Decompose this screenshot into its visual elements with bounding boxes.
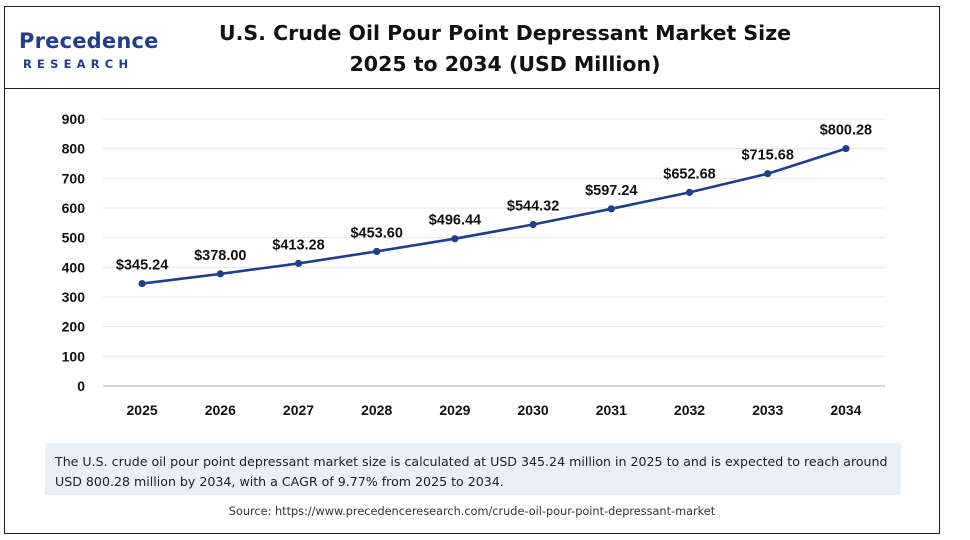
header: Precedence RESEARCH U.S. Crude Oil Pour … [5, 7, 939, 89]
logo-wordmark: Precedence [19, 29, 159, 53]
data-label: $378.00 [194, 248, 246, 264]
y-tick-label: 300 [62, 289, 86, 305]
series [138, 144, 850, 288]
data-labels: $345.24 $378.00 $413.28 $453.60 $496.44 $544.… [116, 123, 872, 274]
data-point [607, 205, 615, 213]
data-label: $800.28 [820, 123, 872, 139]
x-tick-label: 2034 [830, 402, 861, 418]
logo-subtitle: RESEARCH [23, 57, 134, 71]
data-label: $496.44 [429, 213, 481, 229]
x-tick-label: 2027 [283, 402, 314, 418]
data-label: $597.24 [585, 183, 637, 199]
data-point [842, 144, 850, 153]
data-point [373, 247, 381, 256]
y-tick-label: 600 [62, 200, 86, 216]
x-tick-label: 2030 [518, 402, 549, 418]
series-line [141, 147, 847, 285]
y-tick-label: 0 [77, 378, 85, 394]
data-label: $345.24 [116, 258, 168, 274]
x-tick-label: 2029 [439, 402, 470, 418]
chart-subtitle: 2025 to 2034 (USD Million) [349, 52, 661, 76]
logo: Precedence RESEARCH [19, 29, 169, 79]
y-tick-label: 100 [62, 348, 86, 364]
x-tick-label: 2033 [752, 402, 783, 418]
chart-title: U.S. Crude Oil Pour Point Depressant Mar… [218, 21, 792, 45]
x-tick-label: 2025 [127, 402, 158, 418]
infographic-frame: Precedence RESEARCH U.S. Crude Oil Pour … [4, 6, 940, 534]
data-point [451, 235, 459, 243]
data-point [216, 270, 224, 278]
axes: 0 100 200 300 400 500 600 700 800 900 2025 2026 2027… [62, 111, 885, 418]
y-tick-label: 700 [62, 170, 86, 186]
grid-lines [103, 118, 885, 357]
data-label: $652.68 [663, 166, 715, 182]
y-tick-label: 200 [62, 319, 86, 335]
source-note: Source: https://www.precedenceresearch.c… [228, 505, 716, 518]
x-tick-label: 2028 [361, 402, 392, 418]
y-tick-label: 900 [62, 111, 86, 127]
data-point [294, 259, 303, 267]
summary-caption: The U.S. crude oil pour point depressant… [45, 443, 901, 495]
data-point [685, 188, 694, 196]
x-tick-label: 2026 [205, 402, 236, 418]
data-point [764, 170, 772, 178]
y-tick-label: 400 [62, 259, 86, 275]
data-label: $544.32 [507, 199, 559, 215]
x-tick-label: 2032 [674, 402, 705, 418]
y-tick-label: 500 [62, 230, 86, 246]
x-tick-label: 2031 [596, 402, 627, 418]
y-tick-label: 800 [62, 141, 86, 157]
data-label: $413.28 [272, 237, 324, 253]
data-point [138, 279, 146, 288]
data-label: $715.68 [741, 148, 793, 164]
line-chart: 0 100 200 300 400 500 600 700 800 900 2025 2026 2027… [62, 111, 885, 418]
data-label: $453.60 [350, 225, 402, 241]
data-point [529, 220, 537, 229]
